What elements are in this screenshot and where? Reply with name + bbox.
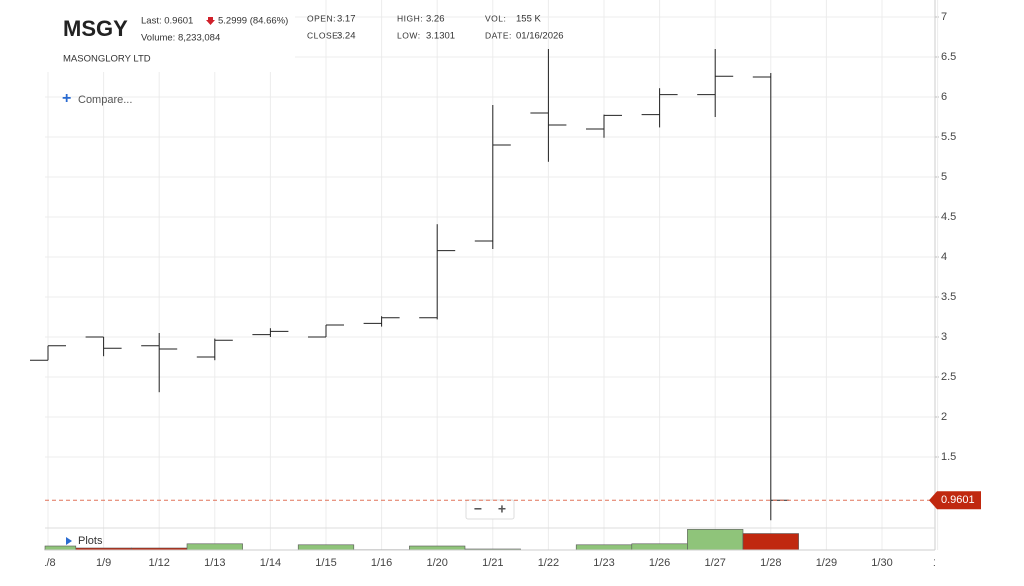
stat-value: 3.24: [337, 31, 356, 42]
y-tick-label: 4: [941, 251, 947, 263]
stat-value: 155 K: [516, 14, 541, 25]
compare-button[interactable]: + Compare...: [62, 90, 132, 107]
volume-bar: [297, 544, 355, 551]
x-tick-label: 1/8: [40, 557, 55, 569]
symbol: MSGY: [63, 16, 128, 41]
stat-value: 3.17: [337, 14, 356, 25]
stat-label: DATE:: [485, 30, 512, 40]
zoom-in[interactable]: +: [498, 501, 506, 517]
company-name: MASONGLORY LTD: [63, 54, 151, 65]
down-arrow: [206, 17, 215, 25]
zoom-out[interactable]: −: [474, 501, 482, 517]
y-tick-label: 5.5: [941, 131, 956, 143]
plus-icon: +: [62, 90, 71, 107]
stat-value: 3.1301: [426, 31, 455, 42]
volume-bar: [575, 544, 633, 551]
stat-label: HIGH:: [397, 13, 423, 23]
volume-bar: [631, 543, 688, 551]
y-tick-label: 5: [941, 171, 947, 183]
compare-label: Compare...: [78, 94, 132, 106]
volume-text: Volume: 8,233,084: [141, 33, 220, 44]
x-tick-label: 1/12: [148, 557, 169, 569]
last-price-label: 0.9601: [941, 494, 975, 506]
x-tick-label: 1/16: [371, 557, 392, 569]
stat-label: VOL:: [485, 13, 506, 23]
x-tick-label: 1/27: [704, 557, 725, 569]
x-tick-label: 1/9: [96, 557, 111, 569]
plots-icon: [66, 537, 72, 545]
y-tick-label: 1.5: [941, 451, 956, 463]
volume-bar: [44, 545, 77, 551]
volume-bar: [186, 543, 243, 551]
stat-value: 01/16/2026: [516, 31, 564, 42]
last-price-tag: [929, 491, 981, 510]
y-tick-label: 6.5: [941, 51, 956, 63]
x-tick-label: 1/13: [204, 557, 225, 569]
y-tick-label: 7: [941, 11, 947, 23]
volume-bar: [742, 533, 799, 551]
plots-label: Plots: [78, 535, 103, 547]
y-tick-label: 3.5: [941, 291, 956, 303]
x-tick-label: 1/23: [593, 557, 614, 569]
x-tick-label: 1/14: [260, 557, 281, 569]
volume-bar: [409, 545, 466, 551]
y-tick-label: 2: [941, 411, 947, 423]
y-tick-label: 2.5: [941, 371, 956, 383]
stat-label: OPEN:: [307, 13, 336, 23]
x-tick-label: 1/26: [649, 557, 670, 569]
volume-bar: [687, 529, 744, 551]
stat-label: LOW:: [397, 30, 421, 40]
last-price: Last: 0.9601: [141, 16, 193, 27]
x-tick-label: 1/20: [426, 557, 447, 569]
x-tick-label: 1/29: [816, 557, 837, 569]
x-tick-label: 1/22: [538, 557, 559, 569]
stat-label: CLOSE:: [307, 30, 341, 40]
y-tick-label: 4.5: [941, 211, 956, 223]
x-tick-label: 1/28: [760, 557, 781, 569]
x-tick-label: 1/15: [315, 557, 336, 569]
x-tick-label: 1/21: [482, 557, 503, 569]
plots-button[interactable]: Plots: [66, 535, 103, 547]
change: 5.2999 (84.66%): [218, 16, 288, 27]
y-tick-label: 3: [941, 331, 947, 343]
x-tick-label: 1/: [933, 557, 943, 569]
stat-value: 3.26: [426, 14, 445, 25]
header-box: [45, 0, 295, 72]
y-tick-label: 6: [941, 91, 947, 103]
x-tick-label: 1/30: [871, 557, 892, 569]
